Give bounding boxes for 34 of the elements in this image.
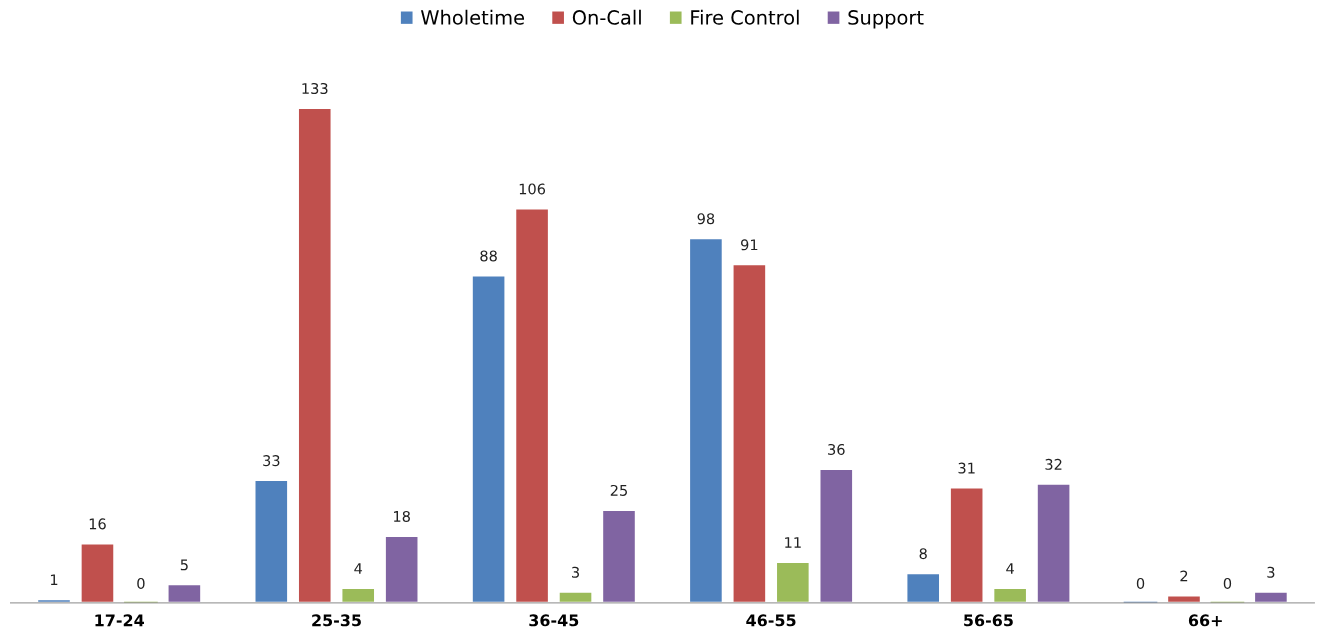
data-label: 18 <box>394 510 410 522</box>
data-label: 4 <box>1006 563 1014 574</box>
data-label: 32 <box>1045 458 1062 470</box>
data-label: 3 <box>572 566 579 578</box>
data-label: 88 <box>480 250 497 262</box>
data-label: 98 <box>697 213 715 225</box>
data-label: 16 <box>89 518 106 530</box>
x-tick-label: 25-35 <box>312 614 361 627</box>
x-tick-label: 36-45 <box>529 614 579 627</box>
data-label: 106 <box>519 183 546 195</box>
x-tick-label: 66+ <box>1188 614 1222 627</box>
data-label: 3 <box>1267 566 1275 578</box>
data-label: 0 <box>137 577 145 589</box>
x-tick-label: 46-55 <box>746 614 796 627</box>
data-label: 2 <box>1180 570 1188 582</box>
data-label: 1 <box>50 574 58 586</box>
data-label: 25 <box>610 484 627 496</box>
data-label: 11 <box>785 537 801 548</box>
legend-label: Fire Control <box>691 9 799 25</box>
data-label: 8 <box>919 548 927 560</box>
data-label: 133 <box>302 82 328 95</box>
data-label: 91 <box>741 239 758 251</box>
data-label: 33 <box>263 455 280 467</box>
legend-label: Support <box>848 10 924 29</box>
data-label: 36 <box>828 443 845 455</box>
data-label: 0 <box>1223 577 1232 589</box>
x-tick-label: 56-65 <box>964 614 1013 627</box>
legend-label: Wholetime <box>420 9 525 25</box>
data-label: 0 <box>1136 577 1145 589</box>
x-tick-label: 17-24 <box>95 614 144 627</box>
data-label: 5 <box>180 559 188 571</box>
data-label: 4 <box>354 563 363 574</box>
data-label: 31 <box>958 462 975 474</box>
legend-label: On-Call <box>572 9 641 25</box>
